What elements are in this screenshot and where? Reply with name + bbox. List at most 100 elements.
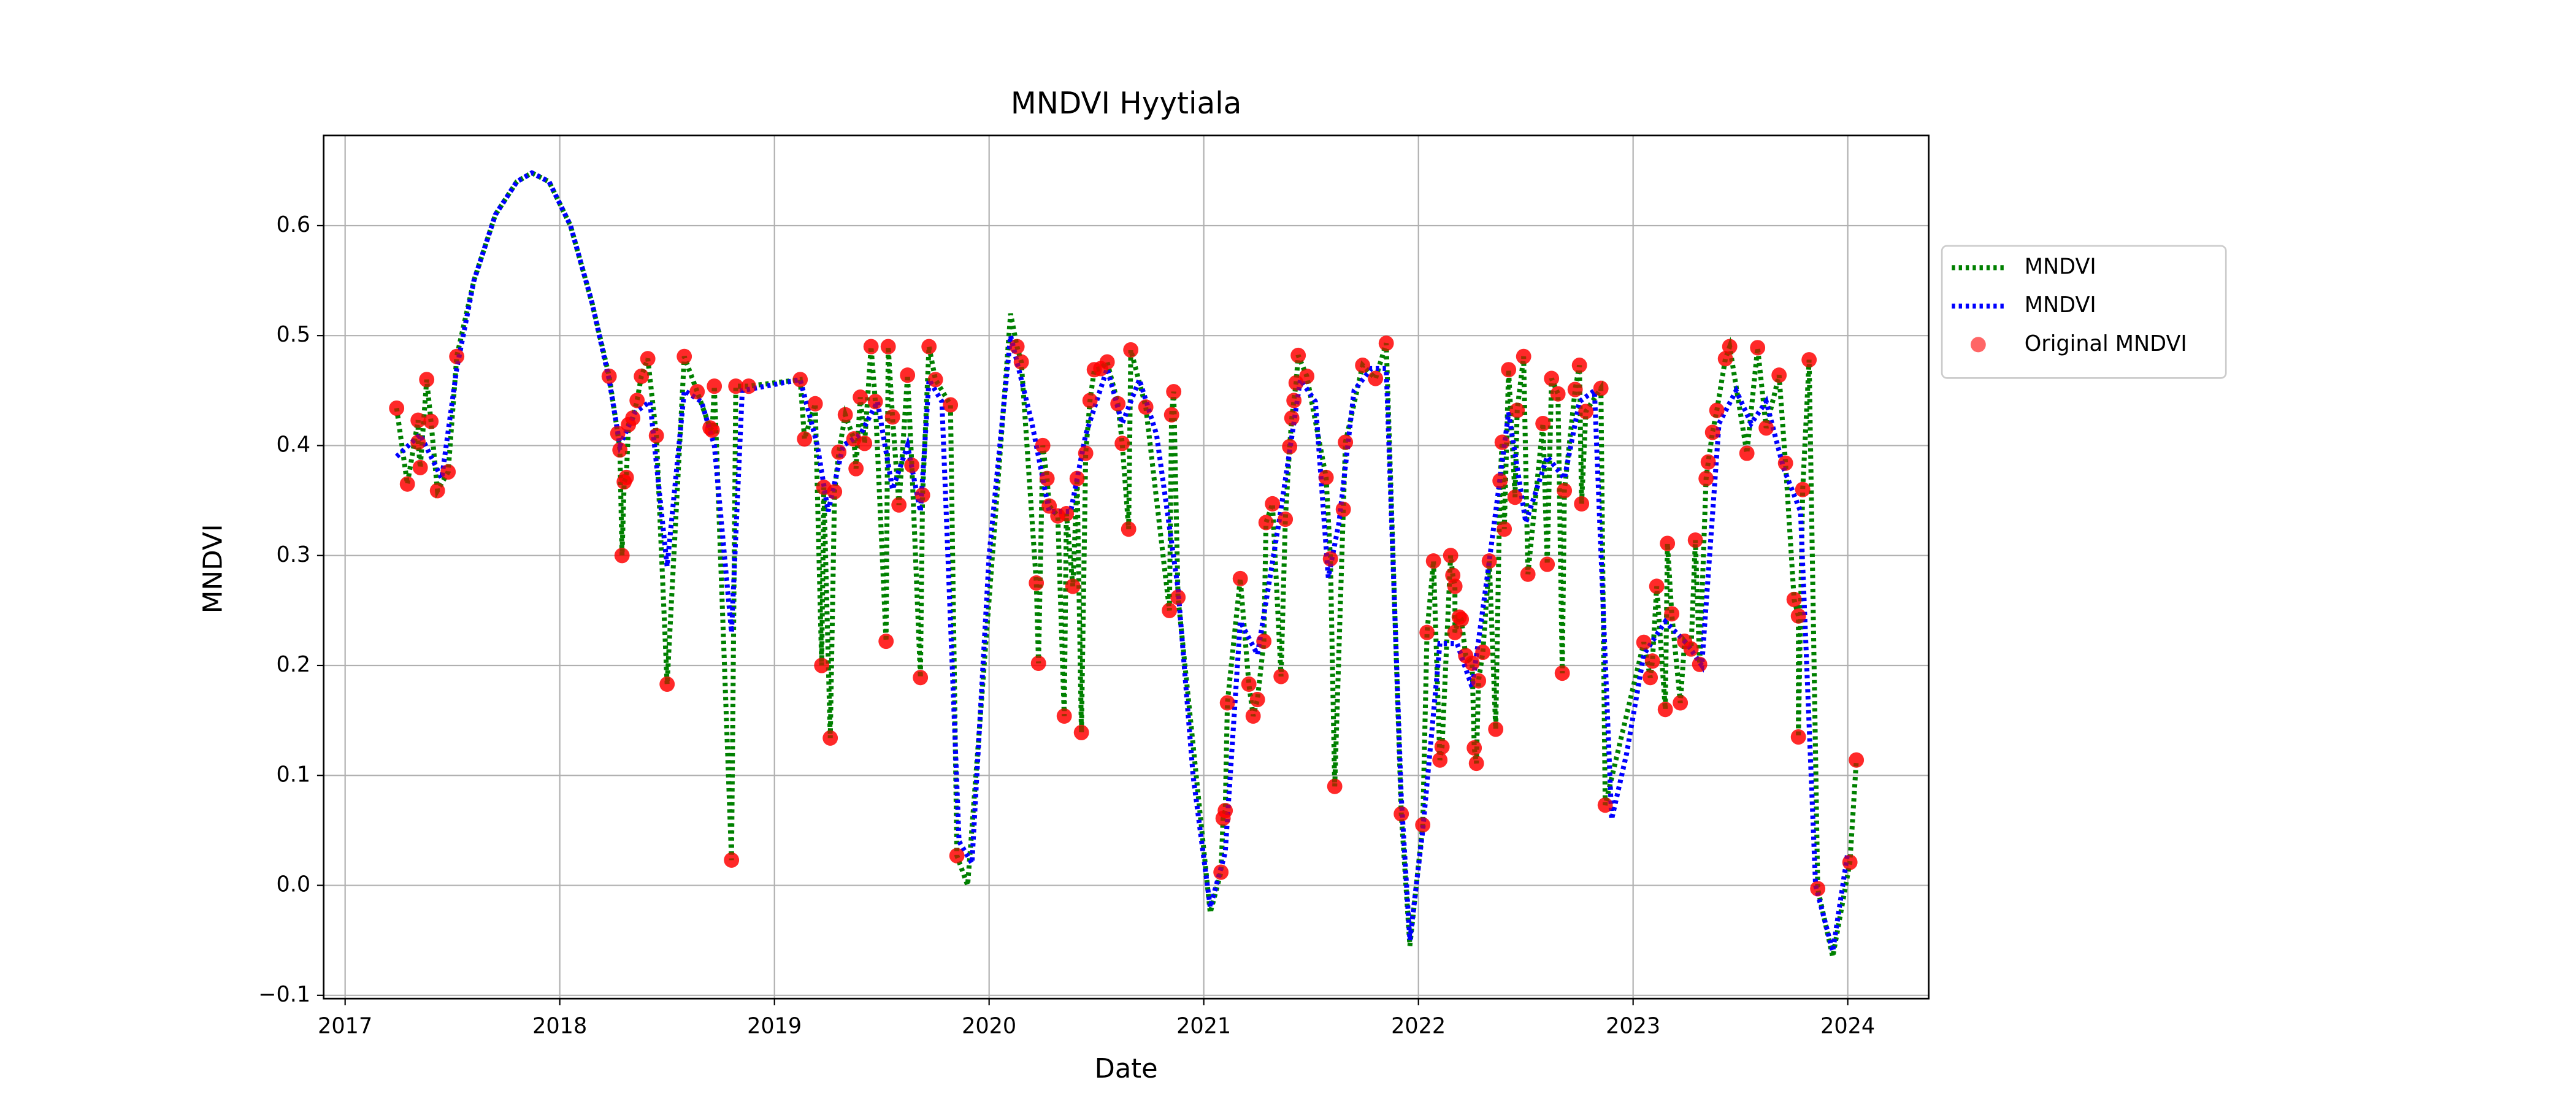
scatter-point: [741, 378, 757, 394]
scatter-point: [1378, 335, 1394, 351]
y-axis-label: MNDVI: [198, 524, 229, 613]
scatter-point: [1466, 740, 1482, 756]
scatter-point: [1464, 655, 1480, 671]
scatter-point: [921, 339, 937, 355]
scatter-point: [1013, 354, 1029, 370]
scatter-point: [410, 412, 426, 428]
scatter-point: [1419, 624, 1435, 640]
scatter-point: [1322, 551, 1338, 567]
scatter-point: [1722, 339, 1738, 355]
scatter-point: [1258, 515, 1274, 531]
scatter-point: [1278, 512, 1294, 527]
scatter-point: [1795, 481, 1811, 497]
y-tick-label: 0.2: [277, 652, 311, 677]
scatter-point: [1520, 566, 1536, 582]
scatter-point: [1170, 589, 1186, 605]
scatter-point: [659, 676, 675, 692]
scatter-point: [640, 351, 656, 367]
legend-label: Original MNDVI: [2025, 331, 2187, 356]
scatter-point: [1494, 434, 1510, 450]
scatter-point: [1273, 669, 1289, 684]
scatter-point: [1217, 803, 1233, 819]
x-tick-label: 2024: [1820, 1013, 1875, 1038]
scatter-point: [1481, 553, 1497, 569]
scatter-point: [1219, 695, 1235, 711]
scatter-point: [1643, 670, 1658, 686]
scatter-point: [440, 464, 456, 480]
scatter-point: [1213, 864, 1229, 880]
scatter-point: [943, 397, 959, 413]
scatter-point: [1265, 496, 1281, 512]
scatter-point: [1073, 724, 1089, 740]
scatter-point: [704, 422, 720, 438]
scatter-point: [914, 487, 930, 503]
y-tick-label: 0.6: [277, 212, 311, 237]
y-tick-label: 0.1: [277, 762, 311, 787]
scatter-point: [1544, 370, 1560, 386]
x-tick-label: 2023: [1606, 1013, 1660, 1038]
scatter-point: [1355, 358, 1371, 374]
scatter-point: [1041, 498, 1057, 514]
scatter-point: [1644, 653, 1660, 669]
scatter-point: [1123, 342, 1139, 358]
scatter-point: [1649, 578, 1665, 594]
scatter-point: [1516, 348, 1531, 364]
scatter-point: [891, 497, 907, 513]
scatter-point: [1443, 548, 1459, 564]
scatter-point: [884, 409, 900, 425]
scatter-point: [618, 469, 634, 485]
legend-marker: [1971, 337, 1986, 353]
scatter-point: [1256, 634, 1272, 650]
scatter-point: [1078, 445, 1094, 461]
scatter-point: [807, 396, 823, 412]
legend-label: MNDVI: [2025, 254, 2096, 279]
scatter-point: [1488, 721, 1504, 737]
scatter-point: [389, 400, 405, 416]
scatter-point: [1059, 506, 1075, 522]
y-tick-label: −0.1: [258, 982, 310, 1007]
scatter-point: [1571, 358, 1587, 374]
scatter-point: [399, 476, 415, 492]
scatter-point: [1501, 362, 1517, 378]
scatter-point: [1447, 624, 1463, 640]
x-tick-label: 2020: [962, 1013, 1016, 1038]
scatter-point: [814, 657, 830, 673]
scatter-point: [1425, 553, 1441, 569]
y-tick-label: 0.0: [277, 872, 311, 897]
scatter-point: [1578, 404, 1594, 420]
scatter-point: [1492, 473, 1508, 489]
scatter-point: [1574, 496, 1590, 512]
scatter-point: [423, 413, 439, 429]
scatter-point: [1660, 535, 1676, 551]
scatter-point: [1557, 483, 1573, 499]
legend-box: [1941, 245, 2227, 379]
scatter-point: [724, 852, 740, 868]
scatter-point: [1777, 455, 1793, 471]
scatter-point: [1475, 644, 1491, 661]
legend-label: MNDVI: [2025, 293, 2096, 318]
scatter-point: [1636, 634, 1652, 650]
chart-title: MNDVI Hyytiala: [1011, 86, 1241, 121]
scatter-point: [867, 394, 883, 410]
scatter-point: [822, 730, 838, 746]
scatter-point: [429, 483, 445, 499]
scatter-point: [1657, 702, 1673, 718]
scatter-point: [863, 339, 879, 355]
scatter-point: [1284, 410, 1300, 426]
scatter-point: [1790, 608, 1806, 624]
scatter-point: [1539, 556, 1555, 572]
scatter-point: [1415, 817, 1431, 833]
scatter-point: [1065, 578, 1081, 594]
scatter-point: [1709, 402, 1725, 418]
scatter-point: [1249, 692, 1265, 708]
scatter-point: [853, 389, 868, 405]
scatter-point: [1121, 521, 1137, 537]
scatter-point: [677, 348, 692, 364]
scatter-point: [612, 442, 628, 458]
scatter-point: [689, 384, 705, 400]
scatter-point: [707, 378, 723, 394]
scatter-point: [614, 548, 630, 564]
scatter-point: [1082, 393, 1098, 408]
